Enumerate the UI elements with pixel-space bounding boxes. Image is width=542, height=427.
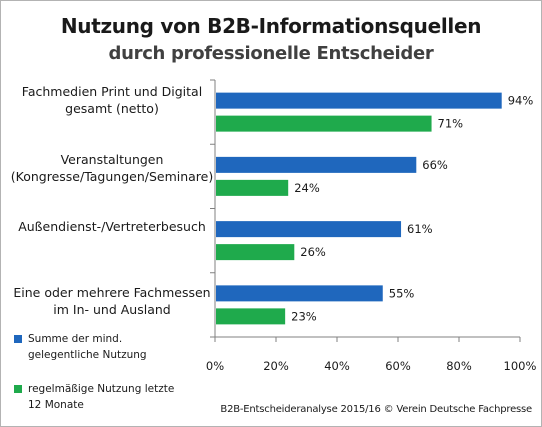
data-label: 66% [422, 158, 448, 172]
bar-series-2 [216, 115, 432, 132]
category-label-veranstaltungen: Veranstaltungen (Kongresse/Tagungen/Semi… [7, 151, 217, 185]
legend-label-line: gelegentliche Nutzung [28, 349, 147, 361]
x-tick-label: 40% [324, 359, 350, 373]
data-label: 23% [291, 309, 317, 323]
bar-series-1 [216, 92, 502, 109]
category-label-line: (Kongresse/Tagungen/Seminare) [10, 169, 214, 184]
legend-label: regelmäßige Nutzung letzte 12 Monate [28, 381, 218, 413]
x-tick-label: 20% [263, 359, 289, 373]
category-label-aussendienst: Außendienst-/Vertreterbesuch [7, 218, 217, 235]
x-tick-label: 60% [385, 359, 411, 373]
x-tick-label: 0% [206, 359, 224, 373]
data-label: 24% [294, 181, 320, 195]
bar-series-1 [216, 156, 417, 173]
data-label: 26% [300, 245, 326, 259]
legend-label-line: regelmäßige Nutzung letzte [28, 383, 175, 395]
data-label: 94% [508, 94, 534, 108]
legend-label-line: Summe der mind. [28, 333, 123, 345]
category-label-line: Außendienst-/Vertreterbesuch [18, 219, 206, 234]
source-footer: B2B-Entscheideranalyse 2015/16 © Verein … [220, 404, 532, 415]
data-label: 55% [389, 286, 415, 300]
category-label-line: im In- und Ausland [53, 302, 171, 317]
x-tick-label: 100% [504, 359, 537, 373]
bar-series-1 [216, 221, 402, 238]
chart-title: Nutzung von B2B-Informationsquellen [60, 14, 482, 38]
chart-subtitle: durch professionelle Entscheider [108, 43, 434, 64]
category-label-line: Fachmedien Print und Digital [21, 84, 203, 99]
legend-item-gelegentlich: Summe der mind. gelegentliche Nutzung [14, 331, 214, 365]
category-label-fachmessen: Eine oder mehrere Fachmessen im In- und … [7, 284, 217, 318]
legend-swatch-blue [14, 335, 22, 343]
data-label: 71% [438, 117, 464, 131]
x-tick-label: 80% [446, 359, 472, 373]
legend-swatch-green [14, 385, 22, 393]
bar-series-2 [216, 308, 286, 325]
data-label: 61% [407, 222, 433, 236]
legend-label: Summe der mind. gelegentliche Nutzung [28, 331, 218, 363]
category-label-fachmedien: Fachmedien Print und Digital gesamt (net… [7, 83, 217, 117]
legend-item-regelmaessig: regelmäßige Nutzung letzte 12 Monate [14, 381, 214, 415]
legend-label-line: 12 Monate [28, 399, 84, 411]
category-label-line: gesamt (netto) [65, 101, 159, 116]
category-label-line: Eine oder mehrere Fachmessen [13, 285, 211, 300]
bar-series-1 [216, 285, 383, 302]
bar-series-2 [216, 244, 295, 261]
category-label-line: Veranstaltungen [60, 152, 164, 167]
bar-series-2 [216, 179, 289, 196]
